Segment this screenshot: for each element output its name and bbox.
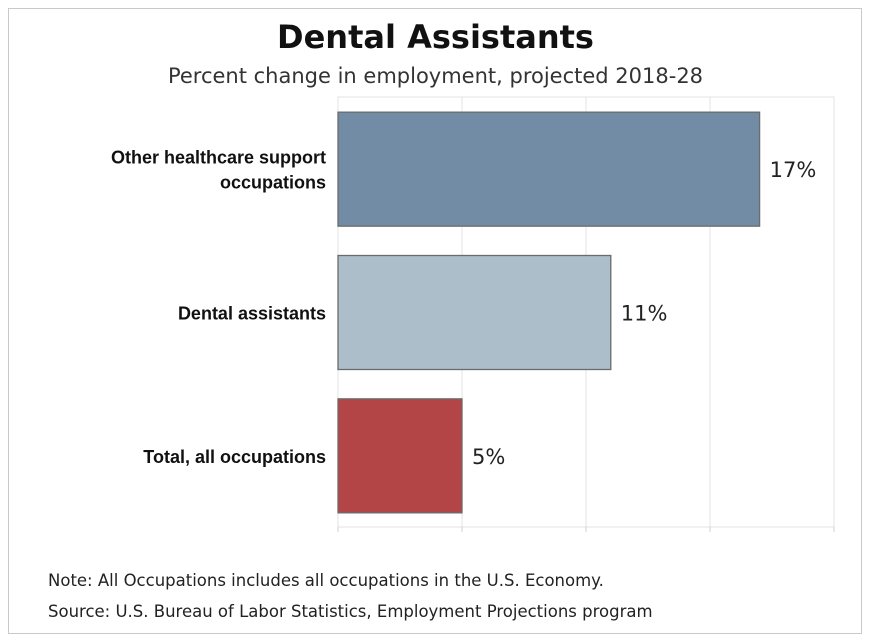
chart-source: Source: U.S. Bureau of Labor Statistics,… <box>48 602 653 621</box>
category-label: Other healthcare support <box>111 148 326 168</box>
chart-note: Note: All Occupations includes all occup… <box>48 571 604 590</box>
chart-subtitle: Percent change in employment, projected … <box>167 64 704 88</box>
bar <box>337 254 612 371</box>
bar <box>337 111 761 227</box>
category-label: Dental assistants <box>178 304 326 324</box>
chart-title: Dental Assistants <box>277 18 594 56</box>
category-label: Total, all occupations <box>143 447 326 467</box>
data-label: 17% <box>770 158 817 182</box>
data-label: 11% <box>621 302 668 326</box>
data-label: 5% <box>472 445 505 469</box>
category-label: occupations <box>220 173 326 193</box>
bar <box>337 398 463 514</box>
